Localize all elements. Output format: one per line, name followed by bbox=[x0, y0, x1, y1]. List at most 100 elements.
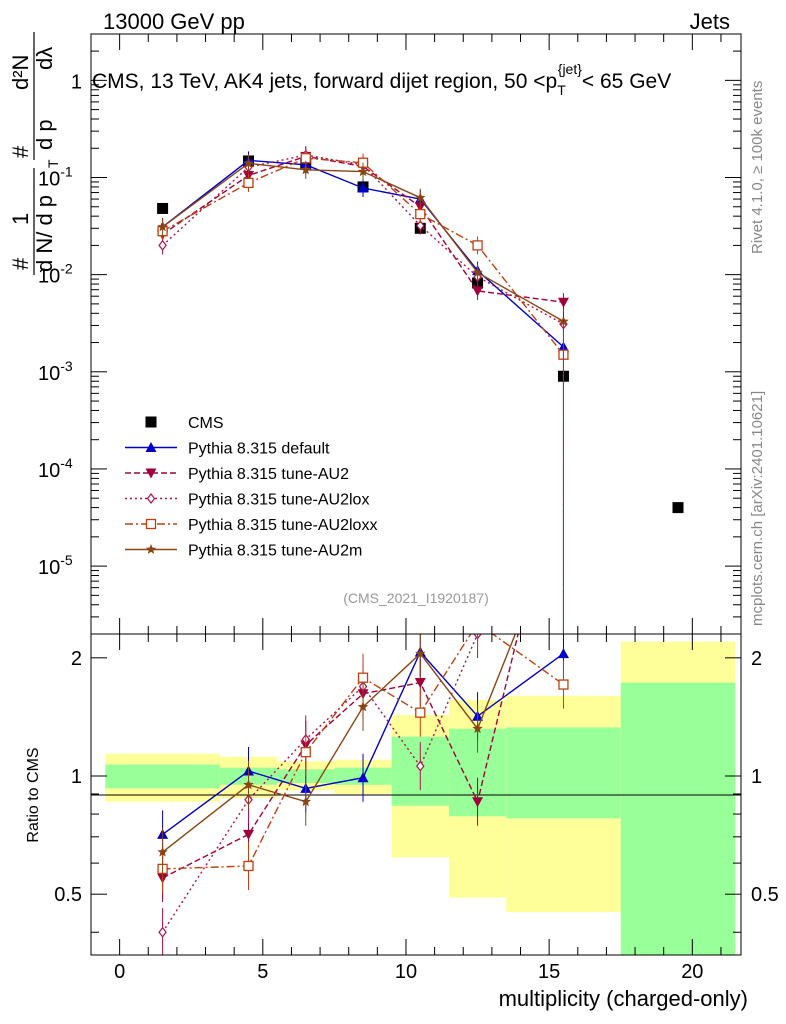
legend-entry-pythia-8-315-tune-au2m: Pythia 8.315 tune-AU2m bbox=[125, 543, 362, 560]
title-part-sub: T bbox=[557, 82, 566, 98]
legend-marker-pythia-8-315-tune-au2m bbox=[145, 544, 157, 554]
ylabel-one: 1 bbox=[8, 213, 33, 225]
xtick-label-0: 0 bbox=[114, 961, 125, 983]
rivet-label: Rivet 4.1.0, ≥ 100k events bbox=[749, 81, 766, 254]
point-pythia-8-315-tune-au2m-2 bbox=[300, 164, 311, 175]
band-green-6 bbox=[506, 727, 621, 819]
main-ytick-label-5: 10-5 bbox=[38, 552, 73, 579]
main-ytick-label-2: 10-2 bbox=[38, 261, 73, 288]
ylabel-hash-2: # bbox=[8, 145, 33, 158]
ratio-point-pythia-8-315-tune-au2loxx-4 bbox=[415, 707, 426, 718]
title-part-b: < 65 GeV bbox=[582, 70, 671, 93]
legend-marker-pythia-8-315-default bbox=[145, 442, 157, 452]
ratio-ytick-label-right-2: 2 bbox=[751, 648, 762, 670]
legend-label-cms: CMS bbox=[188, 415, 224, 432]
ratio-point-pythia-8-315-tune-au2lox-6 bbox=[503, 596, 510, 605]
ratio-point-pythia-8-315-tune-au2-5 bbox=[472, 797, 484, 808]
point-pythia-8-315-default-3 bbox=[357, 182, 369, 193]
ratio-point-pythia-8-315-tune-au2lox-0 bbox=[158, 926, 167, 938]
ratio-point-pythia-8-315-tune-au2loxx-3 bbox=[357, 672, 369, 683]
title-part-a: CMS, 13 TeV, AK4 jets, forward dijet reg… bbox=[92, 70, 557, 93]
x-axis-label: multiplicity (charged-only) bbox=[499, 986, 748, 1011]
legend-label-pythia-8-315-tune-au2loxx: Pythia 8.315 tune-AU2loxx bbox=[188, 517, 377, 534]
point-pythia-8-315-tune-au2m-3 bbox=[357, 166, 369, 177]
point-pythia-8-315-tune-au2lox-4 bbox=[416, 220, 425, 232]
axis-ticks bbox=[90, 33, 741, 955]
point-pythia-8-315-tune-au2loxx-5 bbox=[472, 240, 483, 251]
point-pythia-8-315-tune-au2m-4 bbox=[415, 192, 426, 203]
ylabel-dN: d N/ d p bbox=[32, 195, 57, 272]
legend-label-pythia-8-315-tune-au2m: Pythia 8.315 tune-AU2m bbox=[188, 543, 362, 560]
legend-entry-pythia-8-315-tune-au2: Pythia 8.315 tune-AU2 bbox=[125, 466, 349, 483]
ratio-point-pythia-8-315-tune-au2m-1 bbox=[243, 779, 254, 790]
mcplots-label: mcplots.cern.ch [arXiv:2401.10621] bbox=[749, 391, 766, 626]
legend-marker-pythia-8-315-tune-au2loxx bbox=[145, 518, 157, 530]
point-cms-0 bbox=[157, 202, 169, 214]
point-pythia-8-315-tune-au2lox-0 bbox=[158, 239, 167, 251]
ratio-point-pythia-8-315-tune-au2m-5 bbox=[472, 723, 483, 734]
main-series-group bbox=[157, 146, 684, 634]
main-ylabel: # 1 d N/ d p T # d²N d p dλ bbox=[8, 32, 61, 275]
ylabel-hash-1: # bbox=[8, 257, 33, 270]
point-pythia-8-315-tune-au2-5 bbox=[472, 286, 484, 297]
ratio-point-pythia-8-315-tune-au2m-6 bbox=[521, 601, 532, 611]
ratio-point-pythia-8-315-tune-au2loxx-2 bbox=[300, 747, 311, 758]
series-pythia-8-315-default bbox=[157, 151, 569, 356]
ratio-series-pythia-8-315-tune-au2m bbox=[157, 601, 532, 877]
ratio-point-pythia-8-315-tune-au2-1 bbox=[242, 829, 254, 840]
ratio-point-pythia-8-315-tune-au2m-4 bbox=[415, 648, 426, 659]
main-ytick-label-3: 10-3 bbox=[38, 358, 73, 385]
ratio-point-pythia-8-315-tune-au2m-3 bbox=[357, 701, 369, 712]
main-ytick-label-1: 10-1 bbox=[38, 164, 73, 191]
legend: CMS Pythia 8.315 default Pythia 8.315 tune… bbox=[125, 415, 377, 560]
title-part-sup: {jet} bbox=[558, 61, 582, 77]
xtick-label-1: 5 bbox=[257, 961, 268, 983]
ratio-point-pythia-8-315-tune-au2loxx-5 bbox=[473, 619, 482, 628]
main-ytick-label-0: 1 bbox=[71, 71, 82, 93]
point-cms-7 bbox=[672, 502, 684, 514]
legend-entry-pythia-8-315-tune-au2lox: Pythia 8.315 tune-AU2lox bbox=[125, 492, 369, 509]
ratio-point-pythia-8-315-tune-au2-4 bbox=[414, 678, 426, 689]
ratio-point-pythia-8-315-default-6 bbox=[557, 648, 569, 659]
ratio-point-pythia-8-315-tune-au2m-2 bbox=[300, 796, 311, 807]
ratio-point-pythia-8-315-tune-au2loxx-6 bbox=[558, 679, 569, 690]
legend-label-pythia-8-315-tune-au2lox: Pythia 8.315 tune-AU2lox bbox=[188, 492, 369, 509]
xtick-label-3: 15 bbox=[538, 961, 560, 983]
ratio-ytick-label-1: 1 bbox=[71, 766, 82, 788]
ylabel-T: T bbox=[45, 159, 61, 168]
point-pythia-8-315-tune-au2m-1 bbox=[243, 157, 254, 168]
xtick-label-4: 20 bbox=[681, 961, 703, 983]
tick-labels: 1 10-1 10-2 10-3 10-4 10-5 0 5 10 15 20 0.5 0.5 1 1 2 2 bbox=[38, 71, 779, 983]
main-ytick-label-4: 10-4 bbox=[38, 455, 73, 482]
legend-entry-cms: CMS bbox=[145, 415, 224, 432]
plot-title: CMS, 13 TeV, AK4 jets, forward dijet reg… bbox=[92, 61, 671, 98]
ratio-ytick-label-2: 2 bbox=[71, 648, 82, 670]
xtick-label-2: 10 bbox=[395, 961, 417, 983]
ratio-series-group bbox=[157, 596, 569, 955]
ratio-ytick-label-0: 0.5 bbox=[54, 884, 82, 906]
analysis-watermark: (CMS_2021_I1920187) bbox=[343, 590, 489, 606]
band-green-7 bbox=[620, 682, 736, 955]
ratio-ylabel: Ratio to CMS bbox=[25, 747, 42, 842]
ylabel-d2N: d²N bbox=[8, 55, 33, 90]
ylabel-dlambda: dλ bbox=[32, 47, 57, 70]
point-pythia-8-315-tune-au2loxx-1 bbox=[243, 177, 254, 189]
legend-label-pythia-8-315-tune-au2: Pythia 8.315 tune-AU2 bbox=[188, 466, 349, 483]
legend-marker-pythia-8-315-tune-au2 bbox=[145, 468, 157, 479]
ratio-ytick-label-right-0: 0.5 bbox=[751, 884, 779, 906]
band-green-0 bbox=[105, 764, 220, 789]
point-pythia-8-315-tune-au2m-0 bbox=[157, 221, 168, 232]
ratio-point-pythia-8-315-default-3 bbox=[357, 772, 369, 783]
header-right: Jets bbox=[690, 9, 730, 34]
header-left: 13000 GeV pp bbox=[103, 9, 245, 34]
legend-entry-pythia-8-315-tune-au2loxx: Pythia 8.315 tune-AU2loxx bbox=[125, 517, 377, 534]
legend-entry-pythia-8-315-default: Pythia 8.315 default bbox=[125, 441, 330, 458]
ratio-point-pythia-8-315-tune-au2lox-4 bbox=[416, 760, 425, 772]
point-pythia-8-315-tune-au2m-5 bbox=[472, 267, 483, 277]
legend-marker-pythia-8-315-tune-au2lox bbox=[146, 493, 156, 504]
legend-marker-cms bbox=[145, 416, 157, 428]
ratio-point-pythia-8-315-tune-au2-6 bbox=[521, 596, 532, 606]
ratio-plot-frame bbox=[90, 633, 742, 956]
point-pythia-8-315-tune-au2loxx-4 bbox=[415, 208, 426, 220]
